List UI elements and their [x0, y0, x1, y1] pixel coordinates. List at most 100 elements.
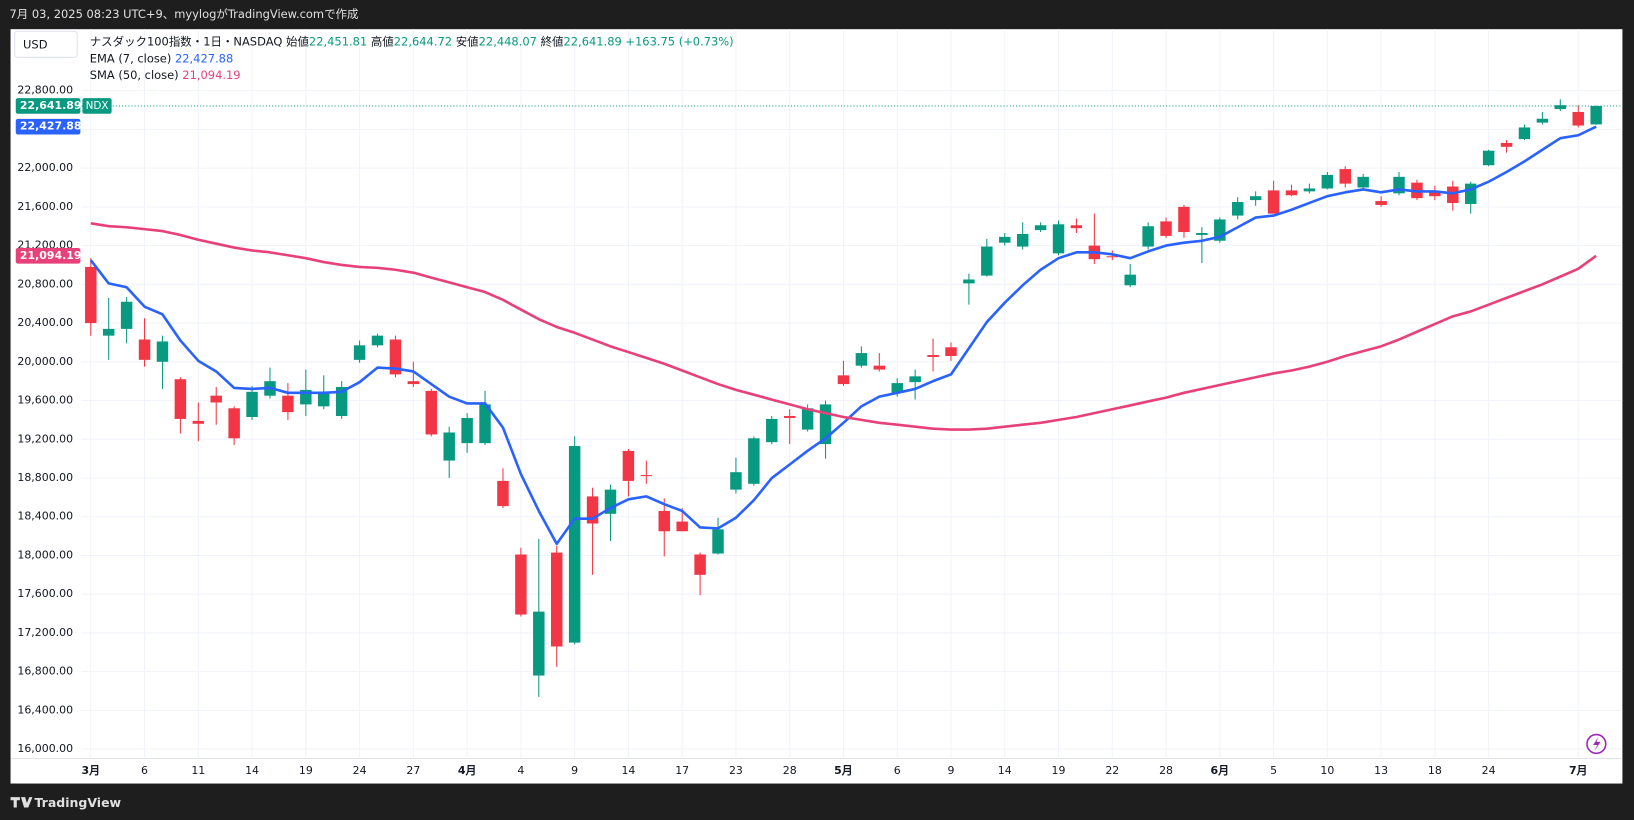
candle-body	[1052, 224, 1065, 254]
candle-body	[533, 611, 545, 676]
price-badges: 22,641.89 NDX 22,427.88 21,094.19	[15, 98, 112, 264]
x-tick-label: 14	[245, 764, 259, 777]
alert-icon[interactable]	[1586, 733, 1607, 755]
candle-body	[1447, 186, 1459, 203]
x-tick-label: 5月	[834, 764, 853, 777]
x-tick-label: 9	[948, 764, 955, 777]
x-tick-label: 4	[517, 764, 524, 777]
y-tick-label: 20,800.00	[17, 277, 73, 290]
x-tick-label: 23	[729, 764, 743, 777]
candle-body	[1196, 233, 1208, 235]
candle-body	[407, 381, 420, 385]
candle-body	[335, 386, 348, 417]
currency-button[interactable]	[14, 30, 78, 58]
candle-body	[497, 480, 509, 507]
candle-body	[461, 417, 473, 444]
candle-body	[210, 395, 222, 403]
sma-name: SMA (50, close)	[90, 68, 179, 82]
candle-body	[999, 236, 1011, 243]
candle-body	[1321, 174, 1334, 189]
price-badge	[15, 118, 81, 135]
candle-body	[622, 450, 635, 481]
chart-pane	[10, 29, 1623, 784]
x-tick-label: 13	[1374, 764, 1388, 777]
candle-body	[1178, 206, 1190, 233]
x-tick-label: 10	[1320, 764, 1334, 777]
change-value: +163.75 (+0.73%)	[625, 34, 733, 48]
candle-body	[371, 335, 384, 346]
x-tick-label: 3月	[81, 764, 100, 777]
ema-legend: EMA (7, close) 22,427.88	[90, 51, 234, 65]
candle-body	[318, 391, 330, 407]
candle-body	[1249, 196, 1262, 201]
symbol-badge	[82, 98, 112, 114]
close-value: 22,641.89	[563, 34, 621, 48]
indicator-line	[89, 125, 1597, 546]
candle-body	[1500, 142, 1513, 147]
y-tick-label: 17,600.00	[17, 587, 73, 600]
y-tick-label: 17,200.00	[17, 626, 73, 639]
candle-body	[1393, 176, 1405, 194]
candle-body	[604, 489, 617, 514]
candle-body	[1536, 118, 1549, 123]
candle-body	[981, 246, 993, 276]
x-tick-label: 6月	[1211, 764, 1230, 777]
low-value: 22,448.07	[479, 34, 537, 48]
x-tick-label: 18	[1428, 764, 1442, 777]
candle-body	[909, 376, 921, 383]
price-badge-label: 21,094.19	[20, 249, 82, 262]
y-tick-label: 16,800.00	[17, 665, 73, 678]
candle-body	[766, 418, 778, 443]
candle-body	[156, 341, 169, 362]
price-badge	[15, 248, 81, 264]
candle-body	[1142, 226, 1154, 247]
price-badge-label: 22,427.88	[20, 120, 82, 133]
candle-body	[479, 404, 491, 444]
candle-body	[1429, 192, 1441, 197]
candle-body	[120, 301, 133, 329]
candle-body	[443, 432, 455, 461]
x-tick-label: 6	[141, 764, 148, 777]
candle-body	[102, 328, 115, 336]
x-tick-label: 28	[1159, 764, 1173, 777]
y-tick-label: 20,400.00	[17, 316, 73, 329]
candle-body	[873, 365, 886, 370]
y-tick-label: 18,800.00	[17, 471, 73, 484]
y-tick-label: 18,000.00	[17, 548, 73, 561]
candle-body	[891, 383, 903, 393]
candle-body	[515, 554, 527, 615]
grid	[10, 29, 1623, 760]
high-value: 22,644.72	[394, 34, 452, 48]
y-tick-label: 19,200.00	[17, 432, 73, 445]
candle-body	[783, 416, 796, 418]
ema-value: 22,427.88	[175, 51, 233, 65]
candle-body	[228, 408, 240, 439]
candle-body	[819, 404, 832, 445]
sma-legend: SMA (50, close) 21,094.19	[90, 68, 241, 82]
candle-body	[1124, 274, 1136, 286]
indicator-line	[90, 222, 1597, 431]
candle-body	[192, 420, 205, 424]
x-tick-label: 19	[1052, 764, 1066, 777]
x-tick-label: 9	[571, 764, 578, 777]
symbol-badge-label: NDX	[86, 100, 109, 112]
legend-main: ナスダック100指数・1日・NASDAQ 始値22,451.81 高値22,64…	[90, 34, 734, 48]
candle-body	[730, 472, 742, 490]
y-tick-label: 22,000.00	[17, 161, 73, 174]
candle-body	[1160, 221, 1172, 236]
x-tick-label: 4月	[458, 764, 477, 777]
candle-body	[282, 395, 294, 413]
x-tick-label: 14	[998, 764, 1012, 777]
symbol-title: ナスダック100指数・1日・NASDAQ	[90, 34, 283, 48]
candle-body	[1267, 190, 1280, 214]
x-tick-label: 27	[406, 764, 420, 777]
open-value: 22,451.81	[309, 34, 367, 48]
open-label: 始値	[286, 34, 309, 48]
candle-body	[1375, 201, 1387, 205]
candle-body	[801, 408, 814, 430]
candle-body	[1070, 225, 1083, 229]
alert-bolt	[1593, 736, 1601, 752]
candle-body	[963, 279, 975, 284]
close-label: 終値	[541, 34, 564, 48]
